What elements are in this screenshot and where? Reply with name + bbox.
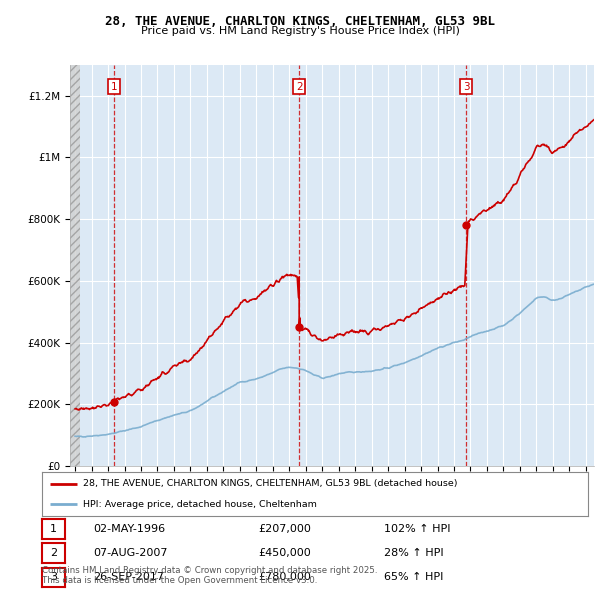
Text: 2: 2	[296, 81, 302, 91]
Text: 65% ↑ HPI: 65% ↑ HPI	[384, 572, 443, 582]
Text: 102% ↑ HPI: 102% ↑ HPI	[384, 524, 451, 534]
Text: 28, THE AVENUE, CHARLTON KINGS, CHELTENHAM, GL53 9BL (detached house): 28, THE AVENUE, CHARLTON KINGS, CHELTENH…	[83, 480, 457, 489]
Text: 26-SEP-2017: 26-SEP-2017	[93, 572, 164, 582]
Text: £207,000: £207,000	[258, 524, 311, 534]
Text: 28% ↑ HPI: 28% ↑ HPI	[384, 548, 443, 558]
Text: 3: 3	[50, 572, 57, 582]
Text: 1: 1	[50, 524, 57, 534]
Text: 02-MAY-1996: 02-MAY-1996	[93, 524, 165, 534]
Text: HPI: Average price, detached house, Cheltenham: HPI: Average price, detached house, Chel…	[83, 500, 317, 509]
Text: 2: 2	[50, 548, 57, 558]
Text: 3: 3	[463, 81, 469, 91]
Text: Price paid vs. HM Land Registry's House Price Index (HPI): Price paid vs. HM Land Registry's House …	[140, 26, 460, 36]
Text: £780,000: £780,000	[258, 572, 311, 582]
Text: 28, THE AVENUE, CHARLTON KINGS, CHELTENHAM, GL53 9BL: 28, THE AVENUE, CHARLTON KINGS, CHELTENH…	[105, 15, 495, 28]
Text: £450,000: £450,000	[258, 548, 311, 558]
Text: 1: 1	[111, 81, 118, 91]
Text: Contains HM Land Registry data © Crown copyright and database right 2025.
This d: Contains HM Land Registry data © Crown c…	[42, 566, 377, 585]
Text: 07-AUG-2007: 07-AUG-2007	[93, 548, 167, 558]
Bar	[70, 65, 80, 466]
